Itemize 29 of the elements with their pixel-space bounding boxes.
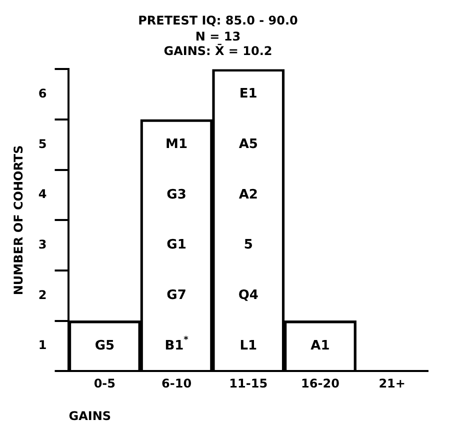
annotation: G5 — [94, 338, 115, 354]
chart-title: PRETEST IQ: 85.0 - 90.0 — [138, 13, 298, 28]
x-tick-label: 16-20 — [301, 376, 340, 391]
y-tick-label: 5 — [38, 136, 47, 151]
y-axis-title: NUMBER OF COHORTS — [11, 145, 26, 296]
annotation: B1* — [164, 335, 189, 354]
x-tick-label: 0-5 — [94, 376, 116, 391]
x-tick-label: 21+ — [378, 376, 406, 391]
y-tick-label: 2 — [38, 288, 47, 302]
annotation: Q4 — [238, 288, 258, 304]
y-tick-label: 1 — [38, 338, 47, 352]
annotation: A5 — [238, 137, 258, 152]
annotation: E1 — [239, 86, 258, 102]
annotation: A1 — [310, 338, 330, 354]
annotation: 5 — [244, 238, 253, 253]
annotation: G1 — [166, 238, 186, 253]
text: N = 13 — [195, 30, 241, 44]
x-tick-label: 11-15 — [229, 376, 268, 391]
annotation: M1 — [166, 137, 188, 152]
annotation: G3 — [166, 187, 186, 202]
text: GAINS: X̄ = 10.2 — [164, 44, 272, 58]
annotation: G7 — [166, 288, 186, 304]
y-tick-label: 3 — [38, 237, 47, 252]
annotation: L1 — [240, 338, 258, 354]
y-tick-label: 4 — [38, 187, 47, 202]
annotation: A2 — [238, 187, 258, 202]
y-tick-label: 6 — [38, 86, 47, 100]
x-tick-label: 6-10 — [162, 376, 192, 391]
x-axis-title: GAINS — [68, 408, 112, 423]
